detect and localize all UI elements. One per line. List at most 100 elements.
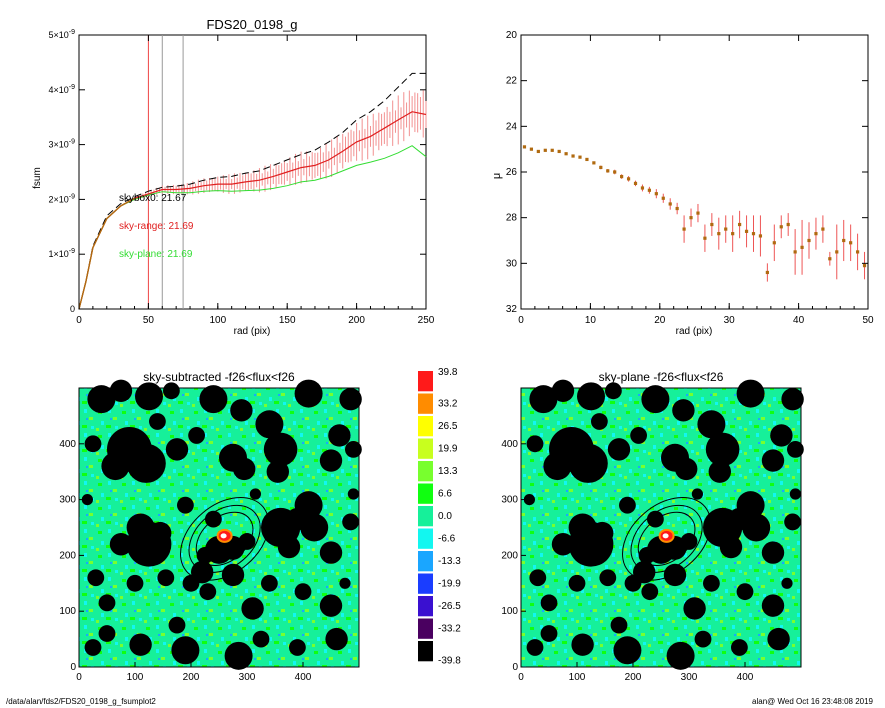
mu-marker [842, 238, 846, 243]
skybox0-series-line [78, 72, 426, 310]
masked-source [126, 513, 155, 542]
masked-source [109, 533, 133, 556]
masked-source [98, 625, 116, 642]
x-tick-label: 400 [737, 672, 754, 683]
footer-user-timestamp: alan@ Wed Oct 16 23:48:08 2019 [752, 697, 873, 706]
aperture-ellipse [195, 511, 254, 566]
masked-source [761, 594, 785, 617]
galaxy-center [662, 533, 669, 539]
masked-source [591, 413, 608, 430]
x-tick-label: 200 [348, 315, 365, 326]
mu-data-point [543, 148, 547, 152]
mu-data-point [640, 184, 645, 192]
mu-data-point [800, 219, 804, 275]
masked-source [551, 379, 575, 402]
aperture-ellipse [188, 504, 261, 573]
mu-data-point [592, 161, 596, 165]
masked-source [294, 583, 312, 601]
mu-marker [557, 149, 561, 154]
masked-source [289, 639, 306, 656]
y-tick-label: 2×10-9 [48, 193, 75, 204]
masked-source [619, 496, 636, 514]
colorbar-swatch [418, 618, 433, 639]
colorbar-label: 13.3 [438, 466, 458, 477]
masked-source [126, 443, 166, 483]
masked-source [300, 513, 329, 542]
mu-marker [814, 232, 818, 236]
mu-data-point [738, 210, 742, 239]
masked-source [613, 636, 642, 665]
aperture-ellipse [637, 511, 696, 566]
masked-source [683, 597, 706, 620]
x-tick-label: 0 [518, 672, 524, 683]
x-tick-label: 0 [76, 672, 82, 683]
colorbar-swatch [418, 551, 433, 572]
mu-marker [724, 227, 728, 231]
masked-source [294, 379, 323, 408]
mu-marker [620, 174, 624, 179]
mu-data-point [855, 233, 860, 271]
colorbar-label: -33.2 [438, 624, 461, 635]
fsum-plot: FDS20_0198_g 0 50 100 150 200 250 0 1×10-9 2×10-… [32, 17, 435, 337]
mu-data-point [682, 215, 686, 243]
mu-marker [800, 245, 804, 249]
masked-source [703, 574, 720, 592]
mu-data-point [758, 215, 763, 257]
mu-data-point [550, 148, 554, 152]
masked-source [781, 387, 804, 411]
masked-source [543, 452, 572, 481]
colorbar-label: 19.9 [438, 444, 458, 455]
y-tick-label: 300 [501, 495, 518, 506]
masked-source [599, 569, 617, 587]
mu-data-point [571, 154, 575, 158]
colorbar-label: -39.8 [438, 655, 461, 666]
mu-data-point [849, 224, 853, 262]
colorbar-label: -19.9 [438, 579, 461, 590]
masked-source [781, 577, 793, 589]
inner-profile-line [78, 197, 135, 310]
colorbar-swatch [418, 596, 433, 617]
x-tick-label: 20 [654, 315, 666, 326]
mu-marker [793, 250, 797, 254]
mu-marker [751, 232, 756, 236]
colorbar-swatch [418, 371, 433, 392]
masked-source [345, 440, 362, 458]
mu-data-point [807, 222, 811, 259]
sky-plane-title: sky-plane -f26<flux<f26 [599, 370, 724, 384]
masked-source [526, 639, 544, 656]
mu-data-point [557, 149, 561, 154]
x-tick-label: 100 [209, 315, 226, 326]
masked-source [529, 569, 547, 587]
fsum-y-label: fsum [32, 167, 43, 189]
mu-marker [536, 149, 540, 154]
masked-source [328, 424, 351, 447]
y-tick-label: 28 [506, 213, 518, 224]
masked-source [568, 443, 608, 483]
mu-marker [606, 169, 610, 173]
sky-range-series-line [78, 111, 427, 310]
mu-data-point [696, 203, 700, 223]
y-tick-label: 200 [501, 550, 518, 561]
masked-source [319, 541, 343, 564]
masked-source [540, 594, 558, 612]
mu-marker [862, 264, 867, 268]
mu-marker [529, 147, 534, 151]
mu-data-point [620, 174, 624, 179]
colorbar-swatch [418, 528, 433, 549]
masked-source [129, 633, 152, 656]
x-tick-label: 10 [585, 315, 597, 326]
mu-marker [647, 188, 651, 192]
masked-source [347, 488, 359, 500]
sky-subtracted-title: sky-subtracted -f26<flux<f26 [143, 370, 295, 384]
mu-marker [738, 222, 742, 227]
mu-marker [835, 250, 839, 254]
mu-marker [592, 161, 596, 165]
colorbar-swatch [418, 483, 433, 504]
mu-marker [613, 170, 617, 174]
masked-source [157, 569, 175, 587]
fsum-plot-frame [78, 34, 427, 310]
x-tick-label: 100 [127, 672, 144, 683]
colorbar-label: 26.5 [438, 421, 458, 432]
mu-data-point [862, 251, 867, 280]
mu-data-point [703, 224, 707, 252]
